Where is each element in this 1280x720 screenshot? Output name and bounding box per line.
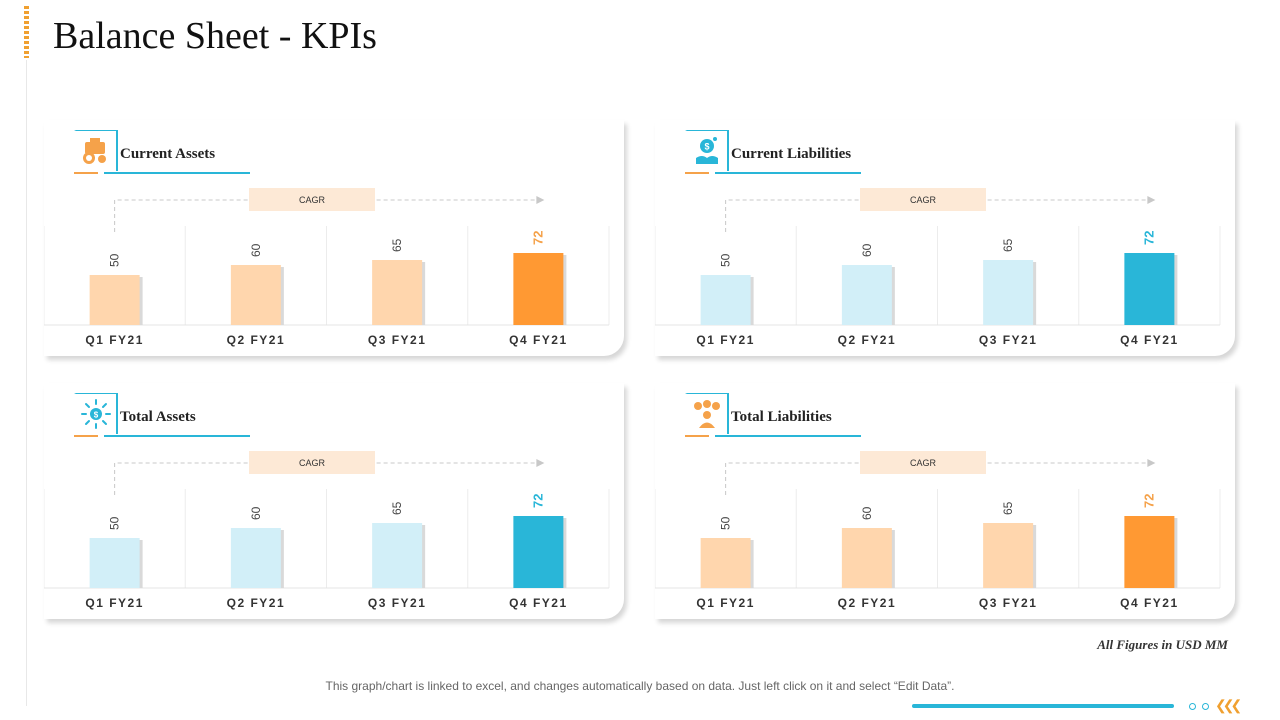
value-label: 72 — [1141, 494, 1156, 508]
bar-chart: CAGR 50 Q1 FY21 60 Q2 FY21 65 Q3 FY21 72 Q4 FY21 — [655, 188, 1221, 347]
cagr-label: CAGR — [910, 458, 937, 468]
category-label: Q4 FY21 — [509, 333, 568, 347]
panel-title: Total Assets — [120, 409, 196, 425]
icon-accent-line — [74, 435, 98, 437]
cagr-arrow-line — [114, 462, 539, 495]
bar-q3-fy21 — [983, 523, 1034, 588]
value-label: 50 — [108, 516, 122, 530]
cagr-label: CAGR — [299, 458, 326, 468]
bar-chart: CAGR 50 Q1 FY21 60 Q2 FY21 65 Q3 FY21 72 Q4 FY21 — [44, 451, 610, 610]
category-label: Q4 FY21 — [509, 596, 568, 610]
category-label: Q4 FY21 — [1120, 333, 1179, 347]
icon-accent-line — [685, 435, 709, 437]
category-label: Q2 FY21 — [227, 333, 286, 347]
value-label: 72 — [530, 231, 545, 245]
title-underline — [715, 435, 861, 437]
value-label: 60 — [860, 506, 874, 520]
person-money-icon — [685, 393, 729, 434]
chevrons-icon: ❮❮❮ — [1215, 697, 1242, 713]
value-label: 60 — [860, 243, 874, 257]
bar-q1-fy21 — [89, 538, 140, 588]
title-underline — [104, 172, 250, 174]
bar-q2-fy21 — [841, 528, 892, 588]
category-label: Q2 FY21 — [838, 596, 897, 610]
bar-q2-fy21 — [230, 265, 281, 325]
value-label: 65 — [1001, 238, 1015, 252]
category-label: Q2 FY21 — [838, 333, 897, 347]
bar-q1-fy21 — [700, 275, 751, 325]
value-label: 65 — [390, 501, 404, 515]
bar-q4-fy21 — [513, 253, 564, 325]
svg-text:$: $ — [704, 142, 709, 152]
bar-q3-fy21 — [372, 523, 423, 588]
cagr-box — [249, 188, 375, 211]
cagr-arrow-line — [725, 199, 1150, 232]
cagr-label: CAGR — [299, 195, 326, 205]
title-underline — [715, 172, 861, 174]
bar-q3-fy21 — [372, 260, 423, 325]
cagr-box — [249, 451, 375, 474]
category-label: Q1 FY21 — [696, 333, 755, 347]
value-label: 72 — [1141, 231, 1156, 245]
cagr-box — [860, 451, 986, 474]
cagr-box — [860, 188, 986, 211]
value-label: 72 — [530, 494, 545, 508]
bar-q3-fy21 — [983, 260, 1034, 325]
value-label: 60 — [249, 243, 263, 257]
cagr-arrow-line — [725, 462, 1150, 495]
page-title: Balance Sheet - KPIs — [53, 15, 377, 57]
nav-dot — [1189, 703, 1196, 710]
value-label: 50 — [108, 253, 122, 267]
category-label: Q3 FY21 — [368, 596, 427, 610]
icon-accent-line — [685, 172, 709, 174]
bar-q4-fy21 — [1124, 516, 1175, 588]
cagr-arrow-head — [536, 459, 545, 467]
excel-link-note: This graph/chart is linked to excel, and… — [325, 679, 955, 693]
cagr-label: CAGR — [910, 195, 937, 205]
svg-text:$: $ — [94, 411, 99, 420]
money-bag-coins-icon — [74, 130, 118, 171]
category-label: Q3 FY21 — [979, 333, 1038, 347]
value-label: 50 — [719, 253, 733, 267]
value-label: 60 — [249, 506, 263, 520]
bar-q2-fy21 — [230, 528, 281, 588]
panel-title: Current Assets — [120, 146, 216, 162]
dollar-sun-icon: $ — [74, 393, 118, 434]
slide-progress-bar — [912, 704, 1174, 708]
nav-dot — [1202, 703, 1209, 710]
units-footnote: All Figures in USD MM — [1097, 637, 1228, 652]
category-label: Q1 FY21 — [85, 333, 144, 347]
cagr-arrow-head — [1147, 196, 1156, 204]
title-underline — [104, 435, 250, 437]
category-label: Q4 FY21 — [1120, 596, 1179, 610]
kpi-panel-current-assets: Current Assets CAGR 50 Q1 FY21 60 Q2 FY21 65 Q… — [44, 120, 624, 356]
value-label: 65 — [390, 238, 404, 252]
category-label: Q1 FY21 — [696, 596, 755, 610]
bar-chart: CAGR 50 Q1 FY21 60 Q2 FY21 65 Q3 FY21 72 Q4 FY21 — [655, 451, 1221, 610]
cagr-arrow-head — [1147, 459, 1156, 467]
value-label: 50 — [719, 516, 733, 530]
bar-q1-fy21 — [89, 275, 140, 325]
category-label: Q3 FY21 — [368, 333, 427, 347]
kpi-panel-total-liabilities: Total Liabilities CAGR 50 Q1 FY21 60 Q2 FY21… — [655, 383, 1235, 619]
cagr-arrow-line — [114, 199, 539, 232]
kpi-panel-current-liabilities: $ Current Liabilities CAGR 50 Q1 FY21 60 Q2 … — [655, 120, 1235, 356]
bar-q2-fy21 — [841, 265, 892, 325]
bar-q4-fy21 — [513, 516, 564, 588]
category-label: Q2 FY21 — [227, 596, 286, 610]
bar-q1-fy21 — [700, 538, 751, 588]
kpi-panel-total-assets: $ Total Assets CAGR 50 Q1 FY21 60 Q2 FY21 65 Q… — [44, 383, 624, 619]
cagr-arrow-head — [536, 196, 545, 204]
hand-holding-money-icon: $ — [685, 130, 729, 171]
left-divider — [26, 60, 27, 706]
value-label: 65 — [1001, 501, 1015, 515]
panel-title: Current Liabilities — [731, 146, 852, 162]
icon-accent-line — [74, 172, 98, 174]
category-label: Q1 FY21 — [85, 596, 144, 610]
decorative-dots — [24, 6, 29, 58]
bar-q4-fy21 — [1124, 253, 1175, 325]
bar-chart: CAGR 50 Q1 FY21 60 Q2 FY21 65 Q3 FY21 72 Q4 FY21 — [44, 188, 610, 347]
panel-title: Total Liabilities — [731, 409, 832, 425]
category-label: Q3 FY21 — [979, 596, 1038, 610]
